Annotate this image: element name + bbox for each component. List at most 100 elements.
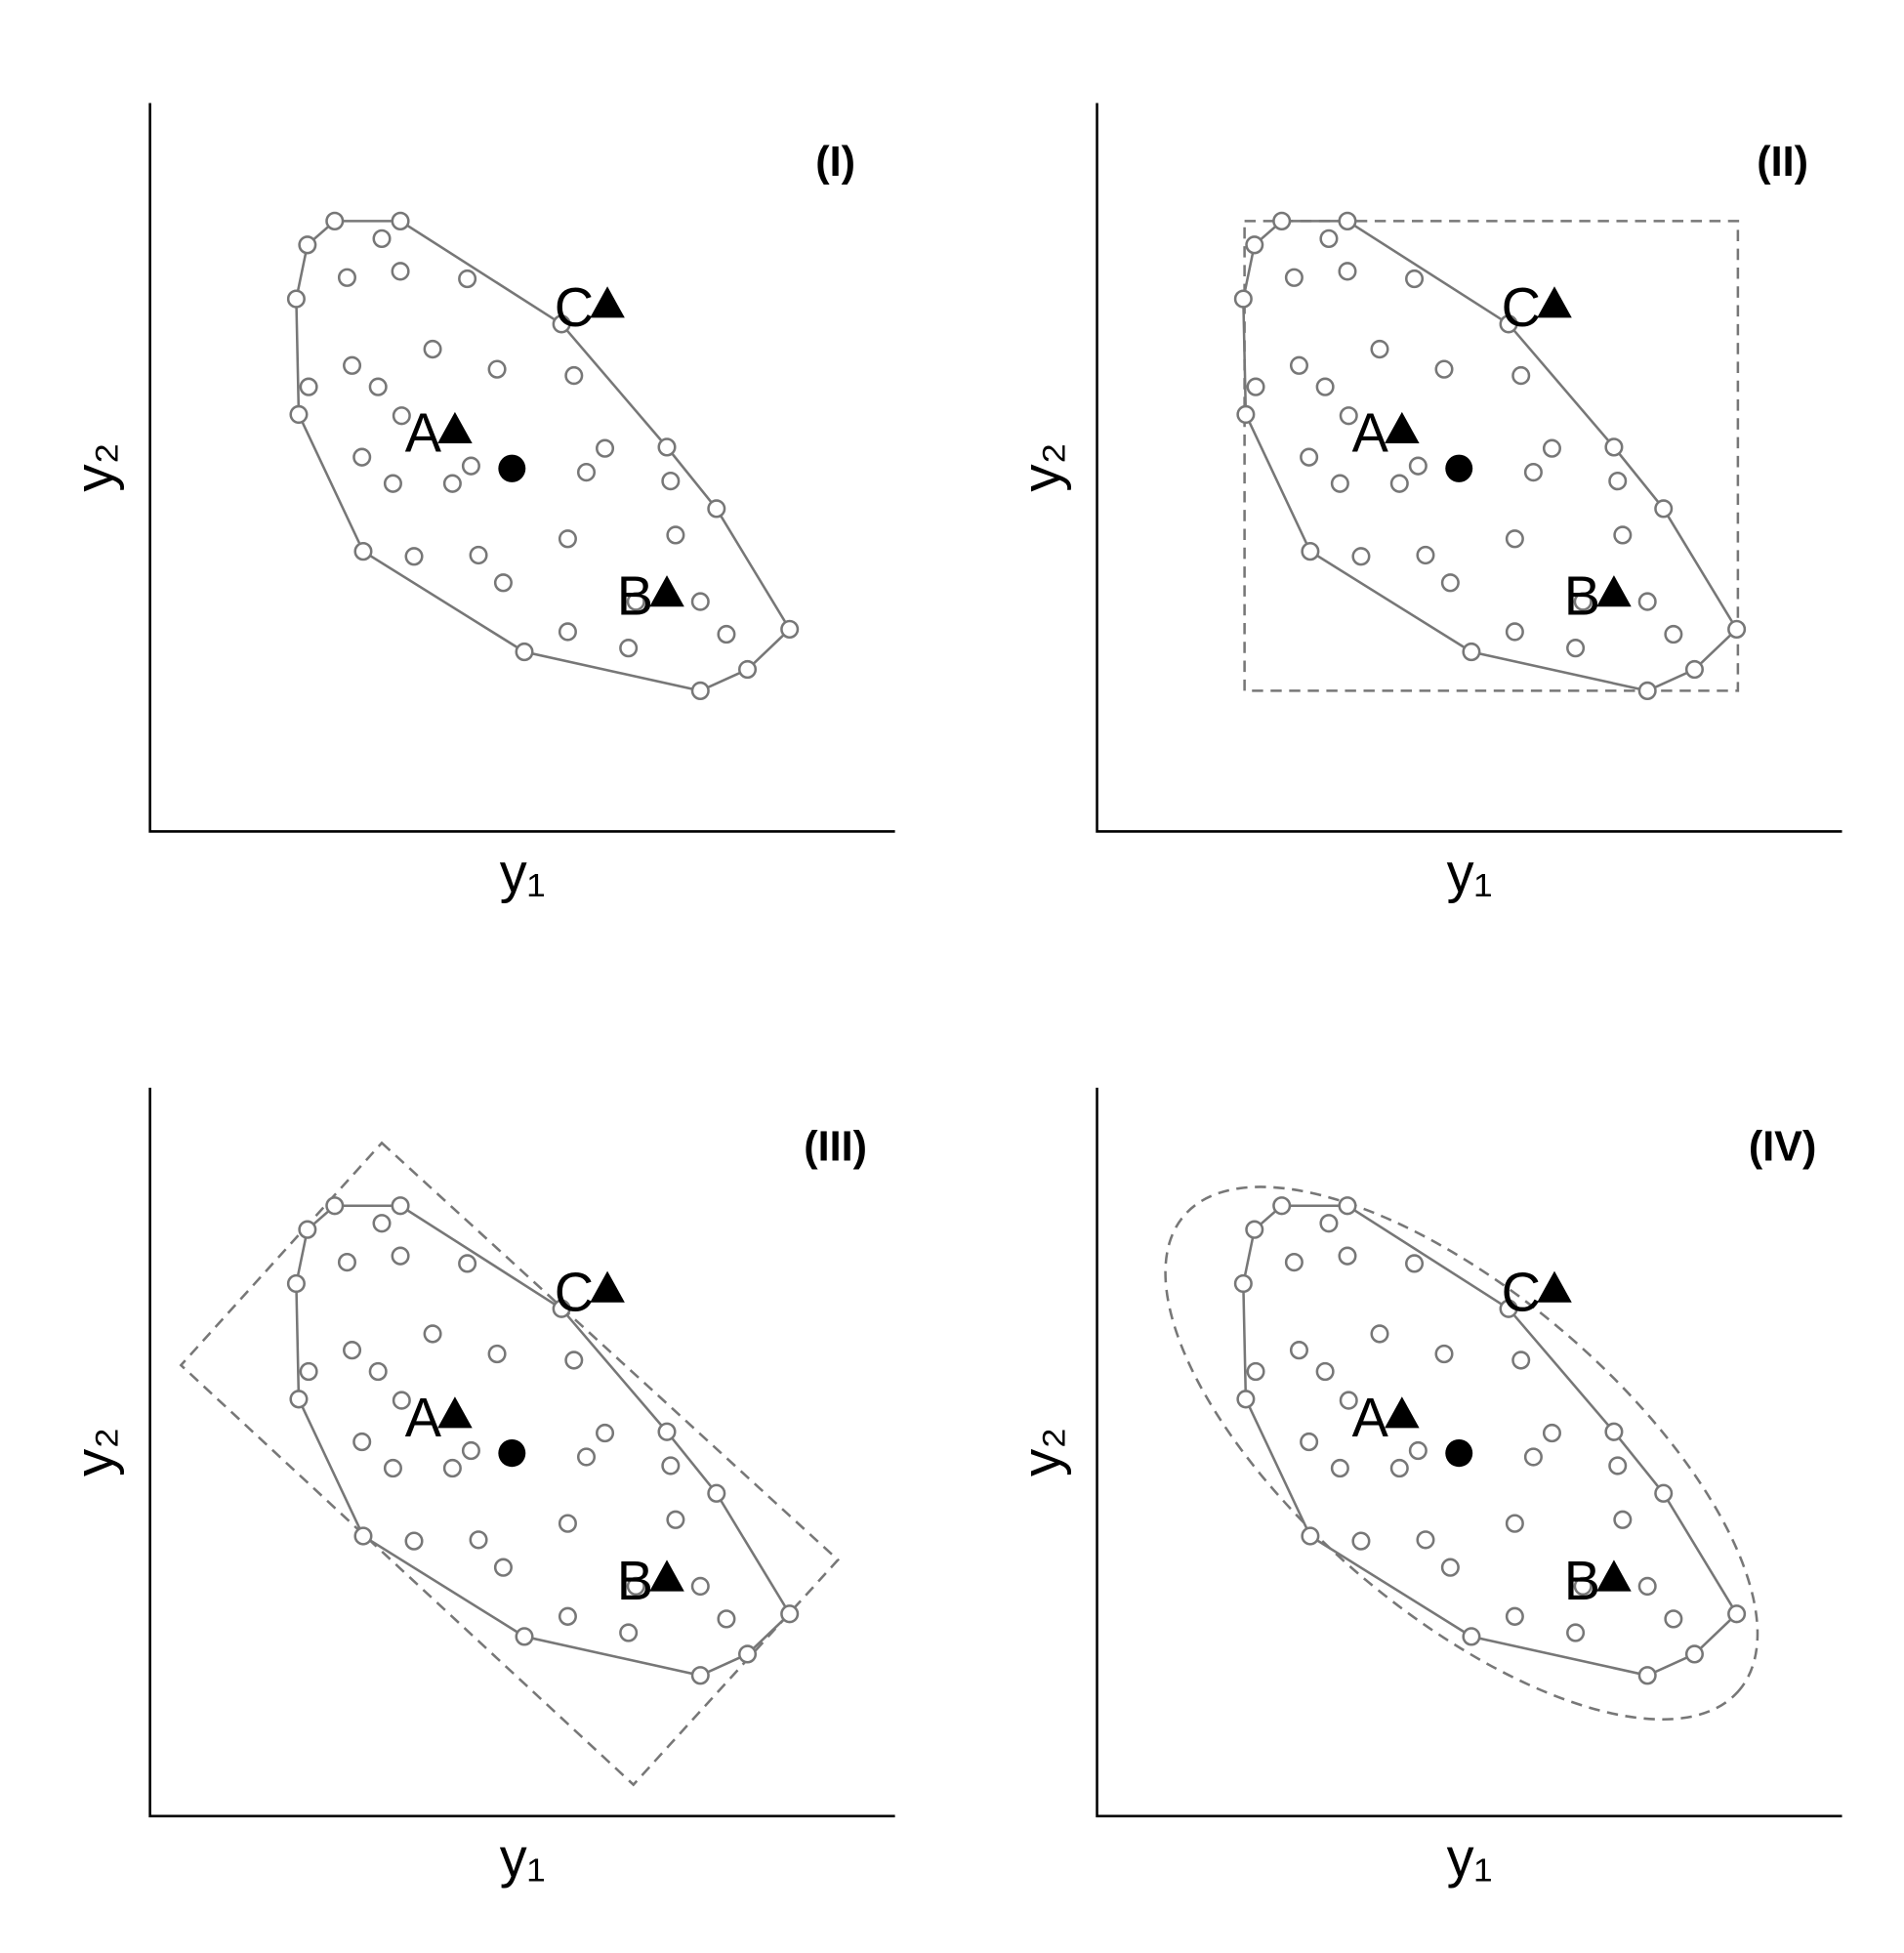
y-axis-label: y₂: [63, 442, 125, 491]
data-point: [487, 1344, 507, 1364]
data-point: [1434, 359, 1454, 379]
data-point: [1319, 229, 1339, 249]
data-point: [391, 1246, 410, 1266]
data-point: [1505, 1514, 1524, 1533]
data-point: [1566, 1623, 1586, 1642]
data-point: [1246, 377, 1265, 396]
data-point: [372, 229, 392, 249]
data-point: [337, 268, 356, 287]
data-point: [1542, 438, 1561, 458]
data-point: [1727, 619, 1747, 640]
data-point: [1462, 642, 1481, 662]
marker-label: C: [555, 1261, 594, 1322]
data-point: [1416, 1530, 1435, 1550]
data-point: [1573, 1576, 1593, 1597]
data-point: [1272, 1196, 1292, 1216]
marker-label: C: [555, 276, 594, 338]
centroid: [1445, 1438, 1473, 1468]
data-point: [1637, 681, 1657, 701]
triangle-marker: [437, 411, 473, 444]
data-point: [1440, 573, 1460, 593]
panel: y₁ y₂ (II) A B C: [1011, 103, 1842, 903]
data-point: [298, 1220, 317, 1239]
data-point: [1370, 339, 1389, 359]
triangle-marker: [1385, 1396, 1420, 1429]
data-point: [343, 355, 362, 375]
data-point: [1389, 474, 1409, 493]
data-point: [1613, 1510, 1633, 1529]
data-point: [391, 211, 410, 231]
marker-label: A: [1352, 1387, 1389, 1448]
data-point: [343, 1340, 362, 1360]
data-point: [1654, 499, 1674, 519]
data-point: [1523, 1447, 1543, 1467]
data-point: [353, 1526, 373, 1546]
data-point: [661, 471, 681, 491]
data-point: [1511, 365, 1531, 386]
data-point: [576, 1447, 597, 1467]
data-point: [1505, 529, 1524, 549]
data-point: [368, 1361, 388, 1382]
panel-title: (III): [804, 1123, 867, 1170]
data-point: [352, 447, 372, 467]
data-point: [469, 545, 488, 565]
data-point: [657, 1422, 677, 1441]
data-point: [558, 529, 577, 549]
data-point: [458, 269, 477, 289]
centroid: [498, 1438, 526, 1468]
data-point: [1236, 404, 1256, 425]
y-axis-label: y₂: [1011, 1428, 1072, 1476]
data-point: [1608, 471, 1628, 491]
data-point: [1566, 639, 1586, 658]
data-point: [1389, 1458, 1409, 1478]
data-point: [626, 1576, 645, 1597]
data-point: [299, 1361, 318, 1382]
data-point: [1637, 592, 1657, 611]
data-point: [289, 1390, 309, 1409]
triangle-marker: [437, 1396, 473, 1429]
data-point: [1246, 1361, 1265, 1382]
y-axis-label: y₂: [1011, 442, 1072, 491]
data-point: [657, 437, 677, 457]
data-point: [1245, 235, 1264, 255]
data-point: [780, 619, 800, 640]
data-point: [1440, 1558, 1460, 1577]
data-point: [1284, 268, 1304, 287]
triangle-marker: [1537, 1270, 1572, 1303]
triangle-marker: [1385, 411, 1420, 444]
data-point: [423, 1324, 442, 1344]
data-point: [576, 462, 597, 482]
data-point: [558, 1606, 577, 1626]
x-axis-label: y₁: [1447, 842, 1493, 903]
data-point: [353, 541, 373, 561]
convex-hull: [295, 1204, 792, 1678]
data-point: [1654, 1483, 1674, 1503]
data-point: [626, 592, 645, 611]
data-point: [1236, 1390, 1256, 1409]
data-point: [1416, 545, 1435, 565]
marker-label: B: [1564, 564, 1600, 626]
panel-title: (IV): [1749, 1123, 1817, 1170]
triangle-marker: [590, 1270, 625, 1303]
data-point: [423, 339, 442, 359]
data-point: [1272, 211, 1292, 231]
data-point: [1604, 437, 1624, 457]
data-point: [404, 547, 424, 566]
data-point: [337, 1252, 356, 1272]
data-point: [1499, 1299, 1518, 1318]
data-point: [325, 211, 345, 231]
convex-hull: [1242, 220, 1739, 692]
data-point: [558, 622, 577, 642]
data-point: [1301, 1526, 1320, 1546]
data-point: [1315, 1361, 1335, 1382]
data-point: [1301, 541, 1320, 561]
data-point: [690, 1576, 710, 1597]
data-point: [352, 1432, 372, 1452]
centroid: [498, 454, 526, 482]
data-point: [1351, 1531, 1371, 1551]
marker-label: A: [1352, 401, 1389, 463]
axes: [148, 1087, 895, 1818]
marker-label: A: [405, 401, 442, 463]
data-point: [690, 681, 710, 701]
data-point: [1462, 1627, 1481, 1646]
